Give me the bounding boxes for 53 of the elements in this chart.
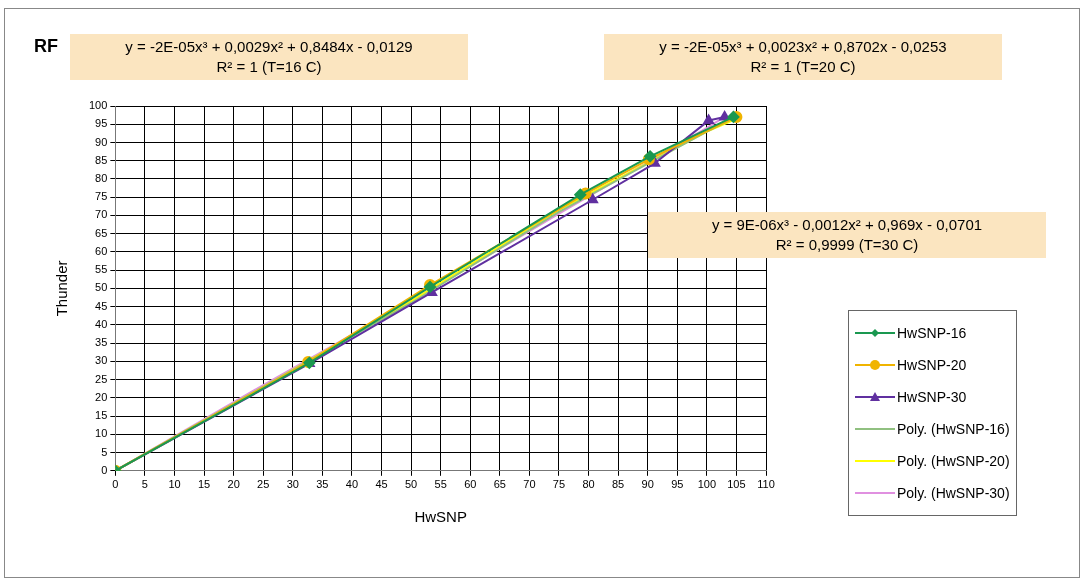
y-tick-label: 75	[95, 190, 108, 203]
x-tick-label: 50	[404, 478, 418, 491]
x-tick-label: 55	[434, 478, 447, 491]
legend-label: Poly. (HwSNP-16)	[897, 421, 1010, 437]
x-tick-label: 95	[671, 478, 684, 491]
y-tick-label: 95	[95, 117, 108, 130]
y-axis-title: Thunder	[53, 260, 71, 317]
y-tick-label: 40	[95, 317, 108, 330]
y-tick-label: 50	[95, 281, 108, 294]
y-tick-label: 0	[101, 463, 108, 476]
y-tick-label: 30	[95, 354, 108, 367]
y-tick-label: 90	[95, 135, 108, 148]
y-tick-label: 85	[95, 153, 108, 166]
legend-label: HwSNP-20	[897, 357, 967, 373]
x-tick-label: 45	[375, 478, 388, 491]
x-tick-label: 35	[316, 478, 329, 491]
x-tick-label: 105	[727, 478, 746, 491]
x-tick-label: 0	[112, 478, 119, 491]
x-tick-label: 110	[757, 478, 775, 491]
chart-title: RF	[34, 36, 58, 57]
x-tick-label: 5	[141, 478, 148, 491]
y-tick-label: 15	[95, 409, 108, 422]
y-tick-label: 70	[95, 208, 108, 221]
legend-label: Poly. (HwSNP-30)	[897, 485, 1010, 501]
y-tick-label: 100	[88, 99, 108, 112]
x-tick-label: 15	[197, 478, 211, 491]
x-tick-label: 100	[697, 478, 717, 491]
y-tick-label: 10	[95, 427, 108, 440]
y-tick-label: 45	[95, 299, 108, 312]
legend-label: Poly. (HwSNP-20)	[897, 453, 1010, 469]
x-tick-label: 75	[552, 478, 566, 491]
y-tick-label: 5	[101, 445, 108, 458]
y-tick-label: 20	[95, 390, 108, 403]
x-tick-label: 90	[641, 478, 654, 491]
x-tick-label: 20	[227, 478, 240, 491]
y-tick-label: 65	[95, 226, 108, 239]
legend-label: HwSNP-30	[897, 389, 967, 405]
x-tick-label: 40	[345, 478, 359, 491]
legend-label: HwSNP-16	[897, 325, 967, 341]
x-tick-label: 80	[582, 478, 595, 491]
x-tick-label: 60	[464, 478, 477, 491]
x-tick-label: 85	[612, 478, 625, 491]
x-tick-label: 65	[493, 478, 506, 491]
y-tick-label: 60	[95, 244, 108, 257]
y-tick-label: 35	[95, 336, 108, 349]
x-tick-label: 10	[168, 478, 181, 491]
x-tick-label: 25	[257, 478, 270, 491]
x-axis-title: HwSNP	[414, 508, 467, 526]
y-tick-label: 25	[95, 372, 108, 385]
x-tick-label: 70	[523, 478, 536, 491]
y-tick-label: 55	[95, 263, 108, 276]
y-tick-label: 80	[95, 171, 108, 184]
x-tick-label: 30	[286, 478, 299, 491]
